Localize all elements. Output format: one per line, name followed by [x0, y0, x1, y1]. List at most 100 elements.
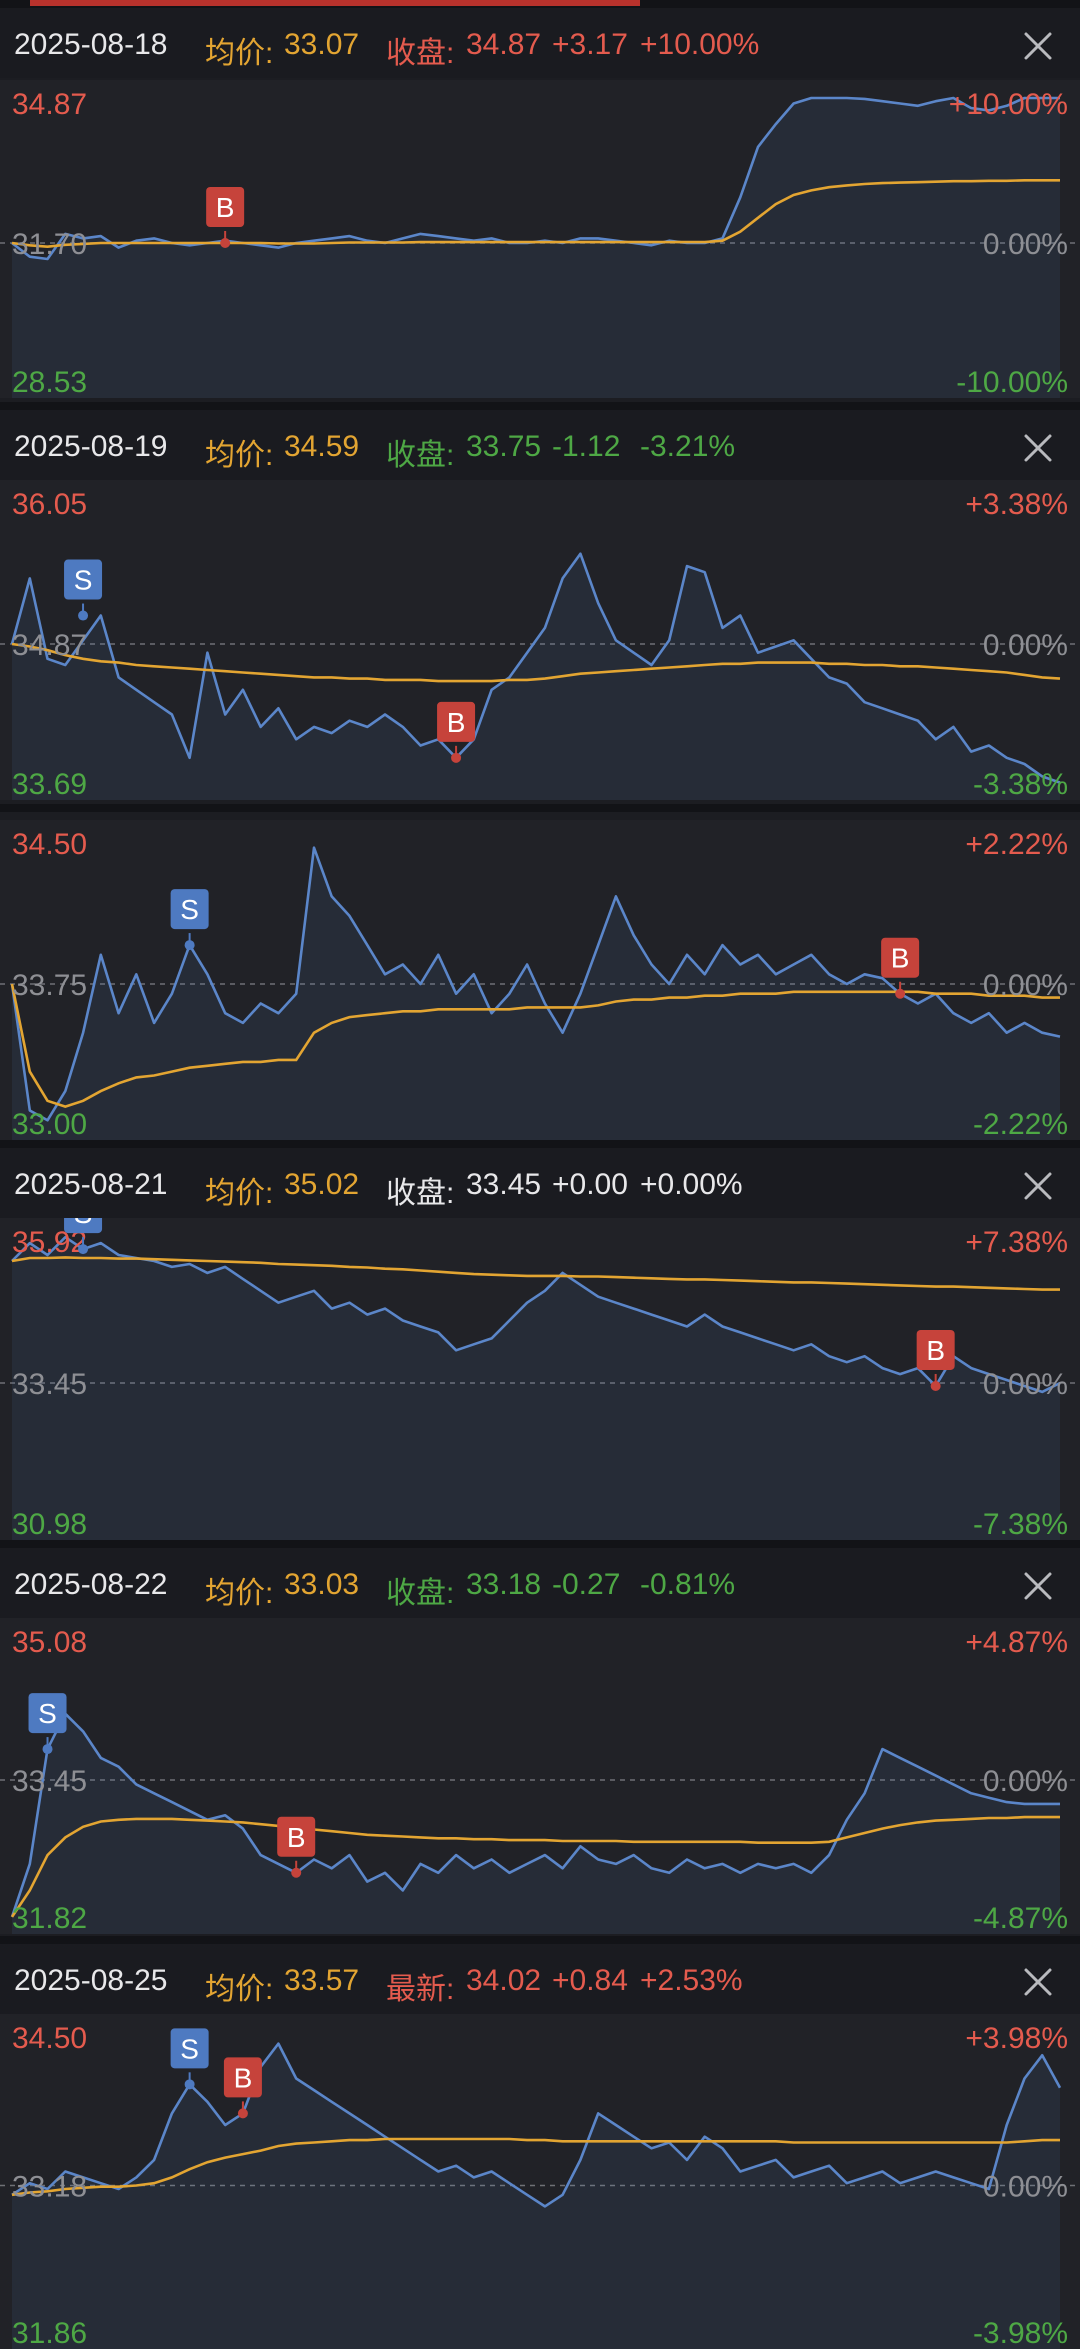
intraday-chart: 34.50 33.75 33.00 +2.22% 0.00% -2.22% S B: [0, 820, 1080, 1140]
chart-panel: 2025-08-18 均价: 33.07 收盘: 34.87 +3.17 +10.00% 34…: [0, 8, 1080, 402]
y-axis-max-label: 34.87: [12, 88, 87, 121]
price-change-pct: +2.53%: [640, 1964, 743, 1997]
sell-marker[interactable]: S: [170, 2028, 209, 2090]
pct-axis-mid-label: 0.00%: [983, 1368, 1068, 1401]
avg-price-value: 33.03: [284, 1568, 360, 1601]
y-axis-mid-label: 31.70: [12, 228, 87, 261]
plot-area: [0, 480, 1080, 800]
y-axis-min-label: 33.00: [12, 1108, 87, 1140]
sell-marker[interactable]: S: [64, 1218, 103, 1255]
chart-date: 2025-08-19: [14, 430, 168, 463]
chart-date: 2025-08-21: [14, 1168, 168, 1201]
pct-axis-max-label: +3.38%: [965, 488, 1068, 521]
pct-axis-mid-label: 0.00%: [983, 969, 1068, 1002]
y-axis-max-label: 36.05: [12, 488, 87, 521]
y-axis-mid-label: 33.45: [12, 1765, 87, 1798]
pct-axis-max-label: +4.87%: [965, 1626, 1068, 1659]
marker-label: S: [38, 1698, 57, 1729]
price-area: [12, 2043, 1060, 2349]
avg-price-line: [11, 642, 1061, 683]
marker-label: B: [234, 2062, 253, 2093]
y-axis-mid-label: 33.18: [12, 2171, 87, 2204]
close-icon[interactable]: [1018, 1566, 1058, 1606]
close-price-label: 收盘:: [386, 1177, 455, 1210]
buy-marker[interactable]: B: [206, 187, 245, 248]
chart-header: 2025-08-18 均价: 33.07 收盘: 34.87 +3.17 +10.00%: [0, 8, 1080, 78]
chart-panel: 2025-08-21 均价: 35.02 收盘: 33.45 +0.00 +0.00% 35.…: [0, 1148, 1080, 1540]
close-icon[interactable]: [1018, 1166, 1058, 1206]
close-price-value: 34.87: [466, 28, 542, 61]
close-icon[interactable]: [1018, 428, 1058, 468]
price-change: -0.27: [552, 1568, 621, 1601]
chart-panel: 34.50 33.75 33.00 +2.22% 0.00% -2.22% S B: [0, 812, 1080, 1140]
plot-area: [0, 1218, 1080, 1540]
close-price-value: 33.75: [466, 430, 542, 463]
price-change-pct: +10.00%: [640, 28, 760, 61]
sell-marker[interactable]: S: [64, 559, 103, 621]
price-change-pct: +0.00%: [640, 1168, 743, 1201]
buy-marker[interactable]: B: [881, 937, 920, 999]
marker-label: B: [287, 1822, 306, 1853]
price-area: [12, 553, 1060, 800]
buy-marker[interactable]: B: [916, 1329, 955, 1391]
y-axis-mid-label: 33.75: [12, 969, 87, 1002]
pct-axis-max-label: +2.22%: [965, 828, 1068, 861]
pct-axis-mid-label: 0.00%: [983, 2171, 1068, 2204]
pct-axis-max-label: +7.38%: [965, 1226, 1068, 1259]
pct-axis-max-label: +10.00%: [949, 88, 1068, 121]
pct-axis-min-label: -7.38%: [973, 1508, 1068, 1540]
buy-marker[interactable]: B: [223, 2057, 262, 2119]
close-price-label: 收盘:: [386, 37, 455, 70]
avg-price-line: [11, 179, 1060, 249]
avg-price-label: 均价:: [205, 1177, 274, 1210]
marker-label: S: [180, 2033, 199, 2064]
price-area: [12, 1713, 1060, 1934]
price-change-pct: -3.21%: [640, 430, 736, 463]
y-axis-min-label: 31.82: [12, 1902, 87, 1934]
intraday-chart: 34.50 33.18 31.86 +3.98% 0.00% -3.98% S B: [0, 2014, 1080, 2349]
plot-area: [0, 820, 1080, 1140]
pct-axis-min-label: -3.38%: [973, 768, 1068, 800]
chart-header: 2025-08-19 均价: 34.59 收盘: 33.75 -1.12 -3.21%: [0, 410, 1080, 480]
pct-axis-min-label: -3.98%: [973, 2317, 1068, 2349]
avg-price-line: [11, 1256, 1060, 1291]
price-area: [12, 98, 1060, 398]
avg-price-value: 35.02: [284, 1168, 360, 1201]
buy-marker[interactable]: B: [437, 701, 476, 763]
intraday-chart: 35.08 33.45 31.82 +4.87% 0.00% -4.87% S B: [0, 1618, 1080, 1934]
pct-axis-min-label: -4.87%: [973, 1902, 1068, 1934]
plot-area: [0, 1618, 1080, 1934]
y-axis-max-label: 35.08: [12, 1626, 87, 1659]
price-area: [12, 847, 1060, 1140]
pct-axis-min-label: -2.22%: [973, 1108, 1068, 1140]
chart-panel: 2025-08-22 均价: 33.03 收盘: 33.18 -0.27 -0.81% 35.…: [0, 1548, 1080, 1936]
price-line: [10, 552, 1061, 784]
chart-panel: 2025-08-25 均价: 33.57 最新: 34.02 +0.84 +2.53% 34.…: [0, 1944, 1080, 2349]
close-icon[interactable]: [1018, 26, 1058, 66]
marker-label: S: [74, 565, 93, 596]
marker-label: B: [447, 707, 466, 738]
close-price-label: 收盘:: [386, 1577, 455, 1610]
close-icon[interactable]: [1018, 1962, 1058, 2002]
y-axis-min-label: 28.53: [12, 366, 87, 398]
sell-marker[interactable]: S: [170, 889, 209, 951]
y-axis-min-label: 33.69: [12, 768, 87, 800]
avg-price-value: 33.07: [284, 28, 360, 61]
sell-marker[interactable]: S: [28, 1693, 67, 1755]
chart-date: 2025-08-18: [14, 28, 168, 61]
chart-date: 2025-08-22: [14, 1568, 168, 1601]
top-strip: [0, 0, 1080, 8]
buy-marker[interactable]: B: [277, 1816, 316, 1878]
close-price-value: 34.02: [466, 1964, 542, 1997]
marker-label: S: [180, 894, 199, 925]
chart-panel: 2025-08-19 均价: 34.59 收盘: 33.75 -1.12 -3.21% 36.…: [0, 410, 1080, 804]
intraday-chart: 36.05 34.87 33.69 +3.38% 0.00% -3.38% S B: [0, 480, 1080, 800]
chart-date: 2025-08-25: [14, 1964, 168, 1997]
marker-label: B: [926, 1335, 945, 1366]
price-line: [11, 1235, 1061, 1394]
price-change: +0.84: [552, 1964, 628, 1997]
y-axis-mid-label: 34.87: [12, 629, 87, 662]
y-axis-max-label: 34.50: [12, 2022, 87, 2055]
